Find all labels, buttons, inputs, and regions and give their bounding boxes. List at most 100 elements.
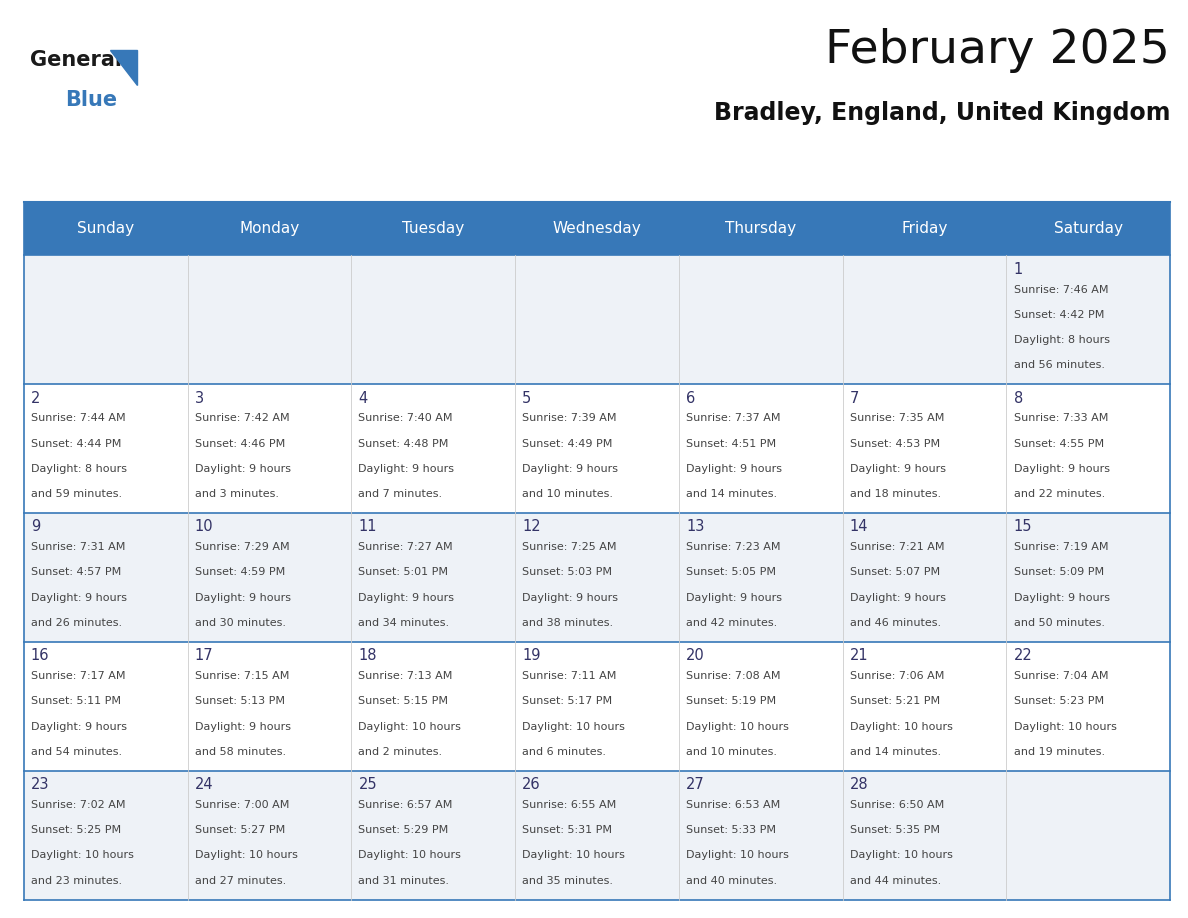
Text: and 3 minutes.: and 3 minutes. (195, 489, 279, 498)
Bar (24, 771, 1170, 900)
Text: Sunrise: 7:44 AM: Sunrise: 7:44 AM (31, 413, 126, 423)
Text: 20: 20 (685, 648, 704, 664)
Text: and 22 minutes.: and 22 minutes. (1013, 489, 1105, 498)
Text: Daylight: 9 hours: Daylight: 9 hours (523, 593, 618, 602)
Text: Wednesday: Wednesday (552, 221, 642, 236)
Text: 12: 12 (523, 520, 541, 534)
Text: 28: 28 (849, 778, 868, 792)
Text: Sunrise: 6:57 AM: Sunrise: 6:57 AM (359, 800, 453, 810)
Text: Daylight: 10 hours: Daylight: 10 hours (685, 722, 789, 732)
Bar (516, 202, 678, 255)
Text: Sunset: 4:46 PM: Sunset: 4:46 PM (195, 439, 285, 449)
Text: Sunset: 4:49 PM: Sunset: 4:49 PM (523, 439, 613, 449)
Text: Sunset: 5:05 PM: Sunset: 5:05 PM (685, 567, 776, 577)
Text: Daylight: 9 hours: Daylight: 9 hours (195, 593, 291, 602)
Bar (24, 513, 1170, 642)
Text: and 46 minutes.: and 46 minutes. (849, 618, 941, 628)
Text: 15: 15 (1013, 520, 1032, 534)
Text: Sunset: 4:42 PM: Sunset: 4:42 PM (1013, 309, 1104, 319)
Text: Friday: Friday (902, 221, 948, 236)
Text: and 42 minutes.: and 42 minutes. (685, 618, 777, 628)
Text: Saturday: Saturday (1054, 221, 1123, 236)
Text: Sunset: 5:13 PM: Sunset: 5:13 PM (195, 697, 285, 706)
Text: Daylight: 9 hours: Daylight: 9 hours (359, 593, 455, 602)
Text: Sunrise: 7:15 AM: Sunrise: 7:15 AM (195, 671, 289, 681)
Text: Sunrise: 7:40 AM: Sunrise: 7:40 AM (359, 413, 453, 423)
Text: and 18 minutes.: and 18 minutes. (849, 489, 941, 498)
Text: Daylight: 10 hours: Daylight: 10 hours (523, 722, 625, 732)
Text: Sunrise: 7:08 AM: Sunrise: 7:08 AM (685, 671, 781, 681)
Text: and 7 minutes.: and 7 minutes. (359, 489, 443, 498)
Text: Sunset: 5:31 PM: Sunset: 5:31 PM (523, 825, 612, 835)
Text: Daylight: 8 hours: Daylight: 8 hours (31, 464, 127, 474)
Text: and 30 minutes.: and 30 minutes. (195, 618, 285, 628)
Text: and 14 minutes.: and 14 minutes. (685, 489, 777, 498)
Text: 3: 3 (195, 390, 204, 406)
Text: 7: 7 (849, 390, 859, 406)
Text: Daylight: 10 hours: Daylight: 10 hours (523, 850, 625, 860)
Text: Sunset: 5:25 PM: Sunset: 5:25 PM (31, 825, 121, 835)
Text: Sunrise: 7:06 AM: Sunrise: 7:06 AM (849, 671, 944, 681)
Text: 9: 9 (31, 520, 40, 534)
Text: Sunset: 5:17 PM: Sunset: 5:17 PM (523, 697, 612, 706)
Text: Sunrise: 7:42 AM: Sunrise: 7:42 AM (195, 413, 290, 423)
Text: Sunrise: 7:33 AM: Sunrise: 7:33 AM (1013, 413, 1108, 423)
Text: Sunrise: 7:46 AM: Sunrise: 7:46 AM (1013, 285, 1108, 295)
Text: Daylight: 10 hours: Daylight: 10 hours (359, 722, 461, 732)
Text: Daylight: 10 hours: Daylight: 10 hours (849, 722, 953, 732)
Bar (24, 202, 188, 255)
Text: Daylight: 10 hours: Daylight: 10 hours (359, 850, 461, 860)
Text: Sunrise: 7:13 AM: Sunrise: 7:13 AM (359, 671, 453, 681)
Text: Daylight: 9 hours: Daylight: 9 hours (849, 593, 946, 602)
Text: Sunset: 5:01 PM: Sunset: 5:01 PM (359, 567, 448, 577)
Text: and 10 minutes.: and 10 minutes. (523, 489, 613, 498)
Bar (352, 202, 516, 255)
Text: Sunday: Sunday (77, 221, 134, 236)
Text: Sunrise: 7:27 AM: Sunrise: 7:27 AM (359, 543, 453, 553)
Text: Sunrise: 7:04 AM: Sunrise: 7:04 AM (1013, 671, 1108, 681)
Text: and 35 minutes.: and 35 minutes. (523, 876, 613, 886)
Text: February 2025: February 2025 (826, 28, 1170, 73)
Text: Sunrise: 7:35 AM: Sunrise: 7:35 AM (849, 413, 944, 423)
Bar (24, 255, 1170, 384)
Text: Daylight: 10 hours: Daylight: 10 hours (1013, 722, 1117, 732)
Text: Sunset: 5:33 PM: Sunset: 5:33 PM (685, 825, 776, 835)
Text: and 59 minutes.: and 59 minutes. (31, 489, 122, 498)
Text: and 58 minutes.: and 58 minutes. (195, 746, 286, 756)
Text: 24: 24 (195, 778, 214, 792)
Text: 27: 27 (685, 778, 704, 792)
Text: Sunset: 4:53 PM: Sunset: 4:53 PM (849, 439, 940, 449)
Text: Sunset: 5:07 PM: Sunset: 5:07 PM (849, 567, 940, 577)
Text: Daylight: 9 hours: Daylight: 9 hours (849, 464, 946, 474)
Bar (24, 384, 1170, 513)
Text: and 40 minutes.: and 40 minutes. (685, 876, 777, 886)
Text: 8: 8 (1013, 390, 1023, 406)
Text: General: General (30, 50, 121, 71)
Text: and 31 minutes.: and 31 minutes. (359, 876, 449, 886)
Text: Daylight: 9 hours: Daylight: 9 hours (195, 464, 291, 474)
Text: and 23 minutes.: and 23 minutes. (31, 876, 122, 886)
Text: Thursday: Thursday (725, 221, 796, 236)
Text: Sunset: 5:11 PM: Sunset: 5:11 PM (31, 697, 121, 706)
Text: and 2 minutes.: and 2 minutes. (359, 746, 443, 756)
Text: 21: 21 (849, 648, 868, 664)
Text: 16: 16 (31, 648, 50, 664)
Text: 23: 23 (31, 778, 50, 792)
Text: 10: 10 (195, 520, 214, 534)
Text: and 26 minutes.: and 26 minutes. (31, 618, 122, 628)
Text: and 44 minutes.: and 44 minutes. (849, 876, 941, 886)
Text: 18: 18 (359, 648, 377, 664)
Bar (678, 202, 842, 255)
Text: Sunrise: 7:02 AM: Sunrise: 7:02 AM (31, 800, 126, 810)
Text: Sunrise: 7:19 AM: Sunrise: 7:19 AM (1013, 543, 1108, 553)
Text: and 56 minutes.: and 56 minutes. (1013, 360, 1105, 370)
Text: Sunset: 5:27 PM: Sunset: 5:27 PM (195, 825, 285, 835)
Text: 2: 2 (31, 390, 40, 406)
Text: 14: 14 (849, 520, 868, 534)
Text: Sunset: 5:29 PM: Sunset: 5:29 PM (359, 825, 449, 835)
Text: 5: 5 (523, 390, 531, 406)
Text: Sunrise: 7:31 AM: Sunrise: 7:31 AM (31, 543, 125, 553)
Text: Sunrise: 7:39 AM: Sunrise: 7:39 AM (523, 413, 617, 423)
Text: and 38 minutes.: and 38 minutes. (523, 618, 613, 628)
Text: 13: 13 (685, 520, 704, 534)
